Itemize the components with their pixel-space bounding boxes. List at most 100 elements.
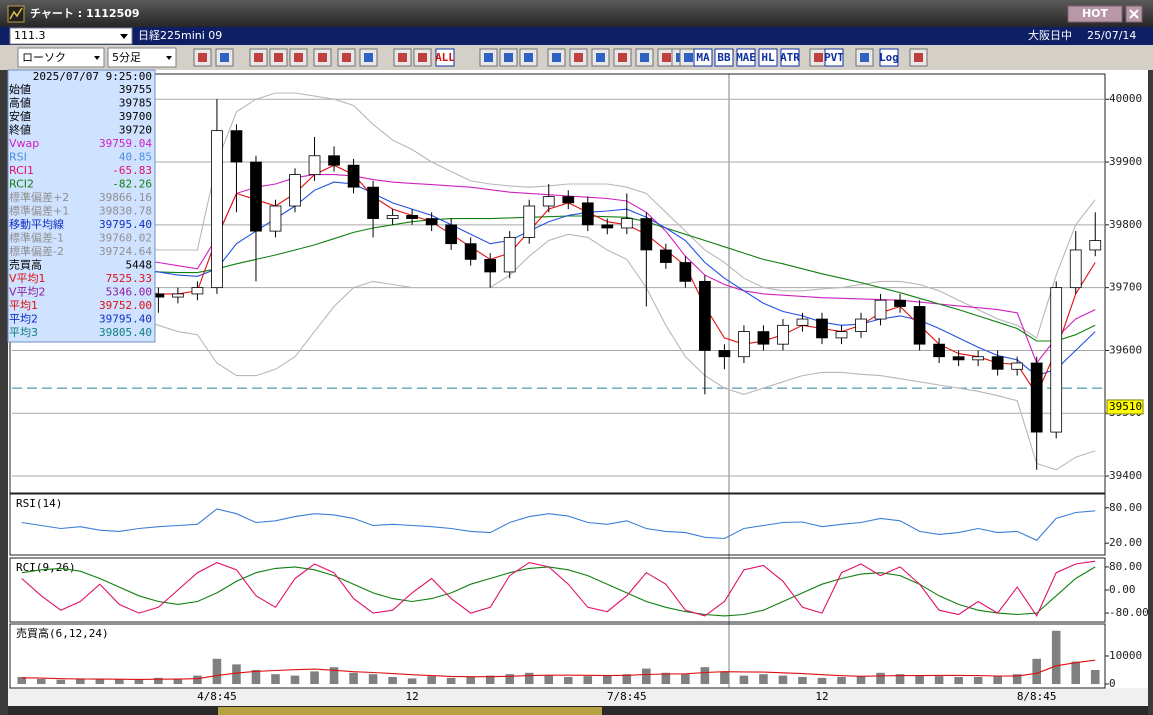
tool-icon[interactable] xyxy=(398,53,407,62)
tool-icon[interactable] xyxy=(294,53,303,62)
candle-body xyxy=(699,280,711,351)
tool-icon[interactable] xyxy=(860,53,869,62)
tool-button[interactable] xyxy=(693,48,713,67)
tool-icon[interactable] xyxy=(596,53,605,62)
tool-icon[interactable] xyxy=(618,53,627,62)
info-value: 39805.40 xyxy=(99,326,152,339)
tool-icon[interactable] xyxy=(220,53,229,62)
info-value: 39720 xyxy=(119,124,152,137)
scrollbar-thumb[interactable] xyxy=(218,707,602,715)
volume-bar xyxy=(505,674,514,684)
tool-icon[interactable] xyxy=(684,53,693,62)
panels: 3940039500396003970039800399004000039510… xyxy=(9,73,1149,703)
tool-button-label[interactable]: HL xyxy=(761,51,775,64)
y-tick-label: 80.00 xyxy=(1109,501,1142,514)
info-label: 標準偏差+1 xyxy=(9,204,69,218)
tool-icon[interactable] xyxy=(574,53,583,62)
tool-icon[interactable] xyxy=(640,53,649,62)
tool-icon[interactable] xyxy=(274,53,283,62)
volume-bar xyxy=(895,674,905,684)
candle-body xyxy=(1011,362,1024,370)
indicator-line xyxy=(21,174,1096,365)
tool-button[interactable] xyxy=(758,48,778,67)
tool-icon[interactable] xyxy=(552,53,561,62)
y-tick-label: 10000 xyxy=(1109,649,1142,662)
tool-icon[interactable] xyxy=(198,53,207,62)
candle-body xyxy=(250,161,262,232)
tool-button[interactable] xyxy=(736,48,756,67)
style-select[interactable] xyxy=(17,47,105,68)
code-text[interactable]: 111.3 xyxy=(14,29,46,42)
candle-body xyxy=(347,164,360,188)
hot-button[interactable] xyxy=(1067,5,1123,23)
instrument-name: 日経225mini 09 xyxy=(138,29,222,42)
tool-icon[interactable] xyxy=(364,53,373,62)
tool-icon[interactable] xyxy=(342,53,351,62)
candle-body xyxy=(1089,240,1102,251)
dropdown-arrow[interactable] xyxy=(120,34,128,39)
info-value: 39866.16 xyxy=(99,191,152,204)
info-label: 標準偏差-1 xyxy=(9,231,64,245)
info-value: 39830.78 xyxy=(99,205,152,218)
volume-bar xyxy=(817,677,827,684)
tool-button[interactable] xyxy=(714,48,734,67)
code-box[interactable] xyxy=(9,27,133,45)
x-tick-label: 12 xyxy=(815,690,828,703)
tool-icon[interactable] xyxy=(662,53,671,62)
close-icon[interactable] xyxy=(1129,9,1139,19)
candle-body xyxy=(230,130,243,163)
candle-body xyxy=(796,318,809,326)
price-marker-label: 39510 xyxy=(1109,400,1142,413)
tool-icon[interactable] xyxy=(254,53,263,62)
tool-icon[interactable] xyxy=(504,53,513,62)
tool-button[interactable] xyxy=(824,48,844,67)
window-title: チャート : 1112509 xyxy=(30,7,140,20)
tool-button[interactable] xyxy=(780,48,800,67)
session: 大阪日中 xyxy=(1028,28,1072,42)
tool-icon[interactable] xyxy=(484,53,493,62)
style-text[interactable]: ローソク xyxy=(22,51,66,64)
tool-icon[interactable] xyxy=(914,53,923,62)
info-value: 39700 xyxy=(119,110,152,123)
y-tick-label: 80.00 xyxy=(1109,560,1142,573)
hot-label[interactable]: HOT xyxy=(1082,7,1109,20)
volume-bar xyxy=(1090,669,1100,684)
info-label: 始値 xyxy=(9,82,31,96)
volume-bar xyxy=(251,669,261,684)
candle-body xyxy=(445,224,458,245)
candle-body xyxy=(172,293,184,298)
tool-icon[interactable] xyxy=(524,53,533,62)
candle-body xyxy=(777,324,789,345)
info-label: 平均1 xyxy=(9,298,38,312)
tool-button-label[interactable]: MAE xyxy=(736,51,756,64)
volume-bar xyxy=(349,672,358,684)
tool-button-label[interactable]: BB xyxy=(717,51,731,64)
info-value: 39755 xyxy=(119,83,152,96)
x-tick-label: 7/8:45 xyxy=(607,690,647,703)
tool-button[interactable] xyxy=(879,48,899,67)
tool-button[interactable] xyxy=(435,48,455,67)
tool-icon[interactable] xyxy=(814,53,823,62)
interval-select[interactable] xyxy=(107,47,177,68)
volume-bar xyxy=(1051,630,1061,684)
dropdown-arrow[interactable] xyxy=(166,56,172,60)
interval-text[interactable]: 5分足 xyxy=(112,51,141,64)
tool-button-label[interactable]: ATR xyxy=(780,51,800,64)
tool-button-label[interactable]: PVT xyxy=(824,51,844,64)
y-tick-label: 39900 xyxy=(1109,155,1142,168)
tool-button-label[interactable]: MA xyxy=(696,51,710,64)
info-panel-bg xyxy=(7,69,156,343)
tool-icon[interactable] xyxy=(418,53,427,62)
volume-bar xyxy=(56,679,66,684)
volume-bar xyxy=(759,674,768,684)
tool-icon[interactable] xyxy=(318,53,327,62)
volume-bar xyxy=(368,674,378,684)
price-marker xyxy=(1106,399,1144,415)
volume-bar xyxy=(915,675,924,684)
tool-button-label[interactable]: ALL xyxy=(435,51,455,64)
volume-bar xyxy=(76,678,85,684)
volume-bar xyxy=(524,672,534,684)
tool-button-label[interactable]: Log xyxy=(879,51,899,64)
chart-area xyxy=(8,70,1148,690)
dropdown-arrow[interactable] xyxy=(94,56,100,60)
